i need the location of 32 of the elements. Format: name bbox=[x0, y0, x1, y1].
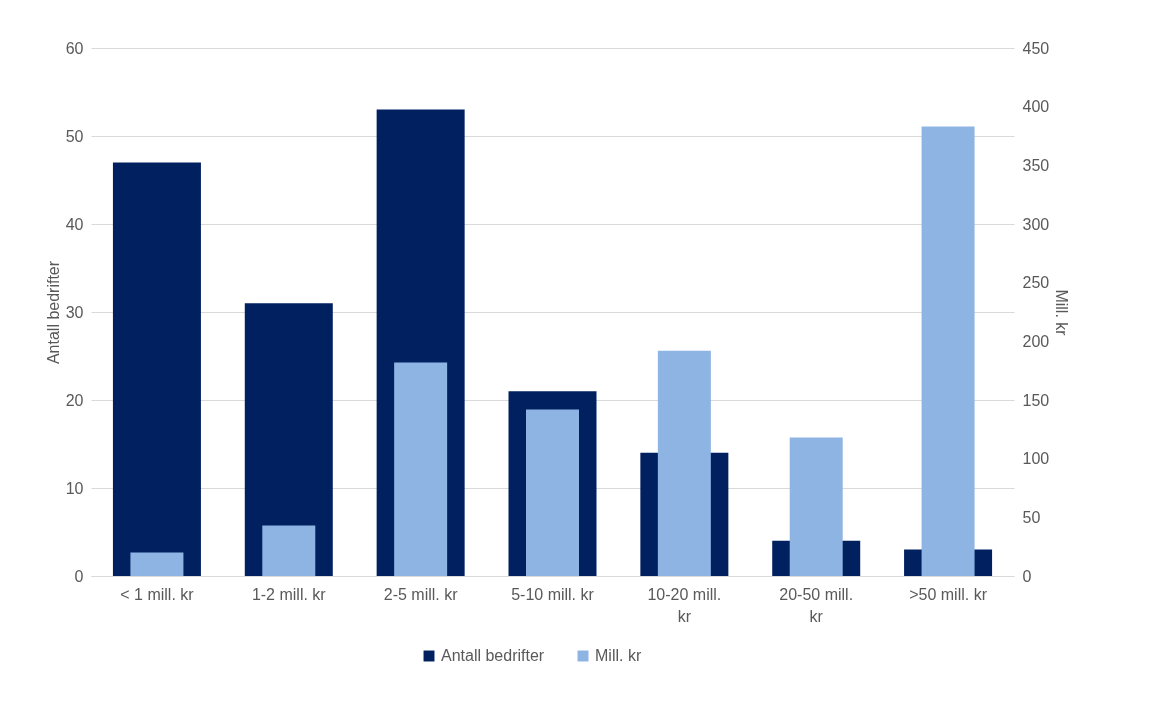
x-tick-label: 1-2 mill. kr bbox=[251, 585, 327, 603]
bar bbox=[130, 552, 184, 576]
y2-tick-label: 450 bbox=[1022, 39, 1050, 57]
y2-tick-label: 300 bbox=[1022, 215, 1050, 233]
y2-tick-label: 250 bbox=[1022, 274, 1050, 292]
y-tick-label: 60 bbox=[65, 39, 84, 57]
y2-tick-label: 150 bbox=[1022, 391, 1050, 409]
bar bbox=[262, 525, 316, 576]
bar bbox=[112, 162, 201, 576]
y2-axis-title: Mill. kr bbox=[1053, 289, 1071, 337]
y2-tick-label: 0 bbox=[1022, 567, 1032, 585]
y-tick-label: 40 bbox=[65, 215, 84, 233]
y2-tick-label: 50 bbox=[1022, 508, 1041, 526]
y-axis-title: Antall bedrifter bbox=[44, 260, 62, 365]
y-tick-label: 10 bbox=[65, 479, 84, 497]
x-tick-label: 20-50 mill. kr bbox=[779, 585, 854, 625]
y-tick-label: 50 bbox=[65, 127, 84, 145]
y2-tick-label: 200 bbox=[1022, 332, 1050, 350]
bar bbox=[394, 362, 448, 576]
y-tick-label: 30 bbox=[65, 303, 84, 321]
legend-label: Antall bedrifter bbox=[441, 647, 545, 664]
x-tick-label: < 1 mill. kr bbox=[120, 585, 195, 603]
y2-tick-label: 400 bbox=[1022, 98, 1050, 116]
x-tick-label: 2-5 mill. kr bbox=[383, 585, 459, 603]
y2-tick-label: 350 bbox=[1022, 156, 1050, 174]
x-tick-label: 10-20 mill. kr bbox=[647, 585, 722, 625]
legend-label: Mill. kr bbox=[595, 647, 642, 664]
x-tick-label: 5-10 mill. kr bbox=[511, 585, 595, 603]
y2-tick-label: 100 bbox=[1022, 450, 1050, 468]
x-tick-label: >50 mill. kr bbox=[909, 585, 988, 603]
y-tick-label: 20 bbox=[65, 391, 84, 409]
y-tick-label: 0 bbox=[74, 567, 84, 585]
